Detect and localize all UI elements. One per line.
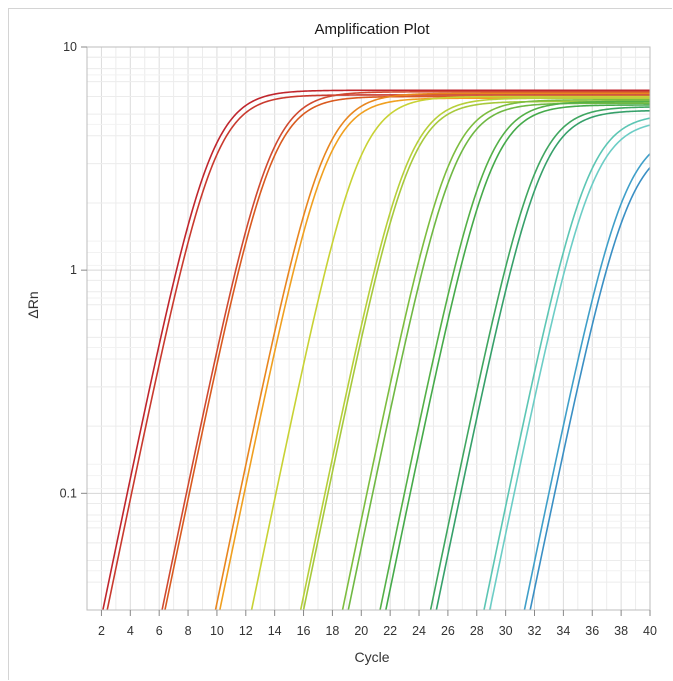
x-tick-label: 22 bbox=[383, 624, 397, 638]
x-tick-label: 32 bbox=[528, 624, 542, 638]
amplification-curve bbox=[164, 95, 650, 610]
amplification-curve bbox=[483, 117, 650, 610]
y-tick-label: 10 bbox=[63, 40, 77, 54]
x-tick-label: 30 bbox=[499, 624, 513, 638]
amplification-curve bbox=[214, 92, 650, 610]
amplification-curve bbox=[347, 102, 650, 610]
x-tick-label: 40 bbox=[643, 624, 657, 638]
amplification-curve bbox=[384, 104, 650, 610]
amplification-curve bbox=[341, 99, 650, 610]
x-tick-label: 24 bbox=[412, 624, 426, 638]
x-tick-label: 34 bbox=[556, 624, 570, 638]
axes: 2 4 6 8 10 12 14 16 18 20 22 24 26 28 30 32 34 36 38 400.11… bbox=[60, 40, 657, 638]
y-tick-label: 1 bbox=[70, 263, 77, 277]
plot-area-border bbox=[86, 46, 651, 611]
x-tick-label: 6 bbox=[156, 624, 163, 638]
x-tick-label: 18 bbox=[325, 624, 339, 638]
y-tick-label: 0.1 bbox=[60, 486, 77, 500]
amplification-curve bbox=[523, 153, 650, 610]
x-tick-label: 16 bbox=[297, 624, 311, 638]
amplification-curve bbox=[429, 106, 650, 610]
x-tick-label: 26 bbox=[441, 624, 455, 638]
amplification-curve bbox=[161, 90, 650, 610]
x-tick-label: 20 bbox=[354, 624, 368, 638]
amplification-curve bbox=[299, 97, 650, 610]
chart-frame bbox=[8, 8, 672, 680]
amplification-curve bbox=[435, 109, 650, 610]
series-group bbox=[102, 89, 650, 610]
x-tick-label: 38 bbox=[614, 624, 628, 638]
amplification-curve bbox=[250, 95, 650, 610]
chart-title: Amplification Plot bbox=[314, 21, 430, 38]
grid bbox=[86, 46, 651, 611]
x-tick-label: 28 bbox=[470, 624, 484, 638]
x-tick-label: 14 bbox=[268, 624, 282, 638]
amplification-curve bbox=[529, 167, 650, 610]
x-tick-label: 12 bbox=[239, 624, 253, 638]
x-tick-label: 8 bbox=[185, 624, 192, 638]
x-tick-label: 10 bbox=[210, 624, 224, 638]
amplification-curve bbox=[488, 124, 650, 610]
x-axis-label: Cycle bbox=[354, 649, 389, 665]
x-tick-label: 4 bbox=[127, 624, 134, 638]
amplification-curve bbox=[102, 89, 650, 610]
y-axis-label: ΔRn bbox=[25, 291, 41, 318]
amplification-curve bbox=[106, 94, 650, 610]
amplification-curve bbox=[379, 100, 650, 610]
x-tick-label: 36 bbox=[585, 624, 599, 638]
x-tick-label: 2 bbox=[98, 624, 105, 638]
